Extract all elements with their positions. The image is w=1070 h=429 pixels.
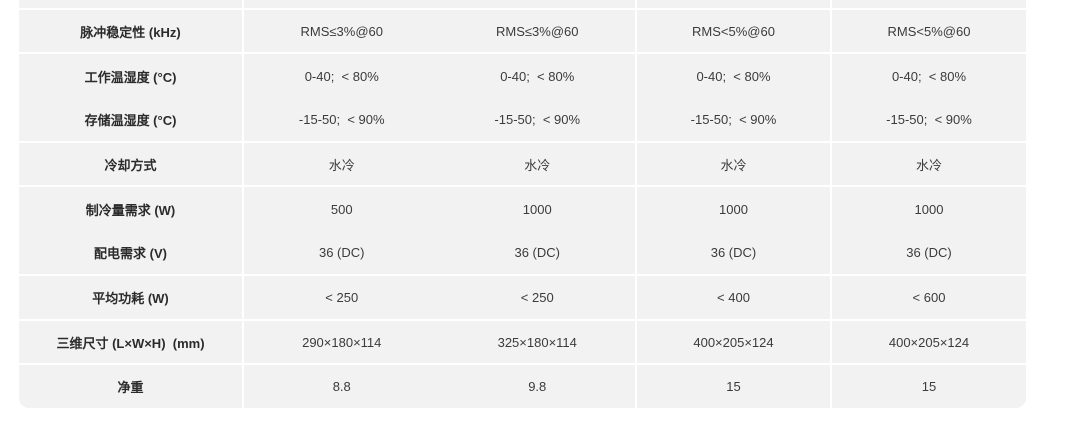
value-cell: 500: [330, 201, 353, 217]
value-cell: 水冷: [832, 143, 1026, 185]
table-row: 冷却方式 水冷 水冷 水冷 水冷: [19, 143, 1026, 185]
value-cell: 水冷: [637, 143, 830, 185]
value-cell: -15-50; < 90%: [637, 98, 830, 141]
value-cell: RMS≤3%@60: [496, 23, 579, 39]
value-cell: 0-40; < 80%: [832, 54, 1026, 98]
value-cell: < 250: [520, 290, 554, 305]
table-row: 三维尺寸 (L×W×H) (mm) 290×180×114 325×180×11…: [19, 321, 1026, 363]
value-pair: 500 1000: [244, 187, 635, 231]
value-pair: RMS≤3%@60 RMS≤3%@60: [244, 10, 635, 52]
value-cell: [832, 0, 1026, 8]
value-cell: 1000: [522, 201, 552, 217]
row-label: 平均功耗 (W): [19, 276, 242, 319]
table-row-partial: [19, 0, 1026, 8]
value-pair: 8.8 9.8: [244, 365, 635, 408]
value-pair: < 250 < 250: [244, 276, 635, 319]
value-cell: 水冷: [328, 157, 355, 173]
value-pair: [244, 0, 635, 8]
value-cell: 400×205×124: [832, 321, 1026, 363]
table-row: 净重 8.8 9.8 15 15: [19, 365, 1026, 408]
value-cell: < 600: [832, 276, 1026, 319]
value-cell: 水冷: [524, 157, 551, 173]
value-cell: 1000: [637, 187, 830, 231]
value-cell: 36 (DC): [514, 245, 560, 260]
value-cell: 290×180×114: [302, 334, 382, 350]
value-cell: 325×180×114: [497, 334, 577, 350]
value-cell: 15: [637, 365, 830, 408]
value-pair: 0-40; < 80% 0-40; < 80%: [244, 54, 635, 98]
value-cell: 36 (DC): [318, 245, 365, 260]
value-cell: RMS<5%@60: [637, 10, 830, 52]
value-cell: 400×205×124: [637, 321, 830, 363]
value-cell: [637, 0, 830, 8]
row-label: 脉冲稳定性 (kHz): [19, 10, 242, 52]
row-label: 工作温湿度 (°C): [19, 54, 242, 98]
value-cell: 9.8: [528, 379, 547, 394]
row-label: [19, 0, 242, 8]
value-cell: -15-50; < 90%: [832, 98, 1026, 141]
value-cell: 36 (DC): [832, 231, 1026, 274]
table-row: 平均功耗 (W) < 250 < 250 < 400 < 600: [19, 276, 1026, 319]
value-cell: 0-40; < 80%: [637, 54, 830, 98]
value-cell: -15-50; < 90%: [494, 112, 581, 127]
value-pair: 290×180×114 325×180×114: [244, 321, 635, 363]
value-cell: -15-50; < 90%: [298, 112, 385, 127]
row-label: 净重: [19, 365, 242, 408]
value-cell: 1000: [832, 187, 1026, 231]
value-pair: 36 (DC) 36 (DC): [244, 231, 635, 274]
value-pair: -15-50; < 90% -15-50; < 90%: [244, 98, 635, 141]
value-cell: [440, 0, 636, 8]
spec-table: 脉冲稳定性 (kHz) RMS≤3%@60 RMS≤3%@60 RMS<5%@6…: [19, 0, 1026, 408]
table-row-group: 工作温湿度 (°C) 0-40; < 80% 0-40; < 80% 0-40;…: [19, 54, 1026, 141]
value-pair: 水冷 水冷: [244, 143, 635, 185]
row-label: 存储温湿度 (°C): [19, 98, 242, 141]
value-cell: 15: [832, 365, 1026, 408]
value-cell: 0-40; < 80%: [304, 68, 379, 84]
row-label: 配电需求 (V): [19, 231, 242, 274]
value-cell: RMS<5%@60: [832, 10, 1026, 52]
value-cell: RMS≤3%@60: [300, 23, 383, 39]
row-label: 三维尺寸 (L×W×H) (mm): [19, 321, 242, 363]
row-label: 制冷量需求 (W): [19, 187, 242, 231]
value-cell: < 250: [325, 290, 359, 305]
value-cell: 36 (DC): [637, 231, 830, 274]
value-cell: 8.8: [332, 379, 351, 394]
value-cell: < 400: [637, 276, 830, 319]
value-cell: 0-40; < 80%: [500, 68, 575, 84]
table-row-group: 制冷量需求 (W) 500 1000 1000 1000 配电需求 (V) 36…: [19, 187, 1026, 274]
table-row: 脉冲稳定性 (kHz) RMS≤3%@60 RMS≤3%@60 RMS<5%@6…: [19, 10, 1026, 52]
row-label: 冷却方式: [19, 143, 242, 185]
value-cell: [244, 0, 440, 8]
